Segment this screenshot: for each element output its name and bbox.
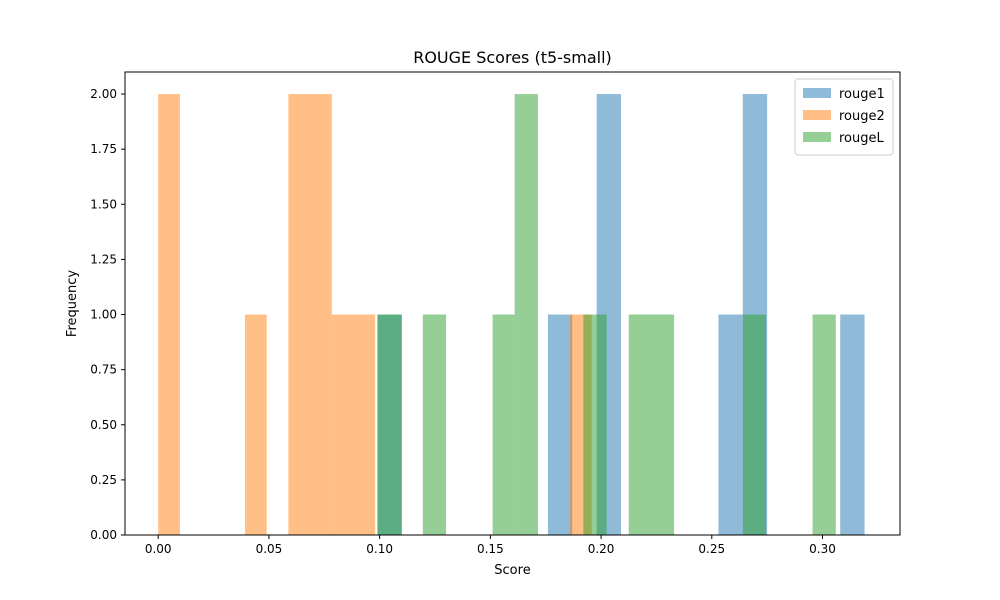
x-axis: 0.00 0.05 0.10 0.15 0.20 0.25 0.30	[145, 535, 836, 556]
rouge1-bar	[840, 314, 865, 535]
x-tick-label: 0.10	[366, 542, 393, 556]
y-axis: 0.00 0.25 0.50 0.75 1.00 1.25 1.50 1.75 2.00	[90, 87, 125, 542]
rougeL-bar	[492, 314, 515, 535]
y-tick-label: 1.25	[90, 252, 117, 266]
y-tick-label: 0.75	[90, 363, 117, 377]
x-tick-label: 0.05	[256, 542, 283, 556]
y-tick-label: 0.00	[90, 528, 117, 542]
x-tick-label: 0.30	[809, 542, 836, 556]
legend-swatch-rougeL	[803, 132, 831, 142]
bars-group	[158, 94, 865, 536]
rouge2-bar	[288, 94, 332, 536]
legend-label-rouge1: rouge1	[839, 87, 885, 102]
rouge1-bar	[718, 314, 743, 535]
y-tick-label: 0.25	[90, 473, 117, 487]
x-axis-label: Score	[494, 563, 530, 578]
x-tick-label: 0.25	[698, 542, 725, 556]
y-tick-label: 1.50	[90, 197, 117, 211]
legend-label-rouge2: rouge2	[839, 109, 885, 124]
rougeL-bar	[377, 314, 402, 535]
legend-swatch-rouge1	[803, 88, 831, 98]
rougeL-bar	[812, 314, 836, 535]
y-tick-label: 1.75	[90, 142, 117, 156]
chart-title: ROUGE Scores (t5-small)	[413, 48, 612, 67]
rougeL-bar	[583, 314, 607, 535]
plot-frame	[124, 71, 901, 536]
rougeL-bar	[628, 314, 675, 535]
x-tick-label: 0.15	[477, 542, 504, 556]
x-tick-label: 0.20	[588, 542, 615, 556]
rougeL-bar	[422, 314, 447, 535]
y-tick-label: 2.00	[90, 87, 117, 101]
rouge2-bar	[158, 94, 180, 536]
rouge2-bar	[331, 314, 376, 535]
y-tick-label: 1.00	[90, 308, 117, 322]
legend-label-rougeL: rougeL	[839, 131, 885, 146]
legend-swatch-rouge2	[803, 110, 831, 120]
y-tick-label: 0.50	[90, 418, 117, 432]
rougeL-bar	[514, 94, 538, 536]
y-axis-label: Frequency	[65, 270, 80, 337]
rouge2-bar	[245, 314, 267, 535]
x-tick-label: 0.00	[145, 542, 172, 556]
legend: rouge1 rouge2 rougeL	[794, 78, 894, 156]
rouge1-bar	[547, 314, 573, 535]
rougeL-bar	[742, 314, 767, 535]
